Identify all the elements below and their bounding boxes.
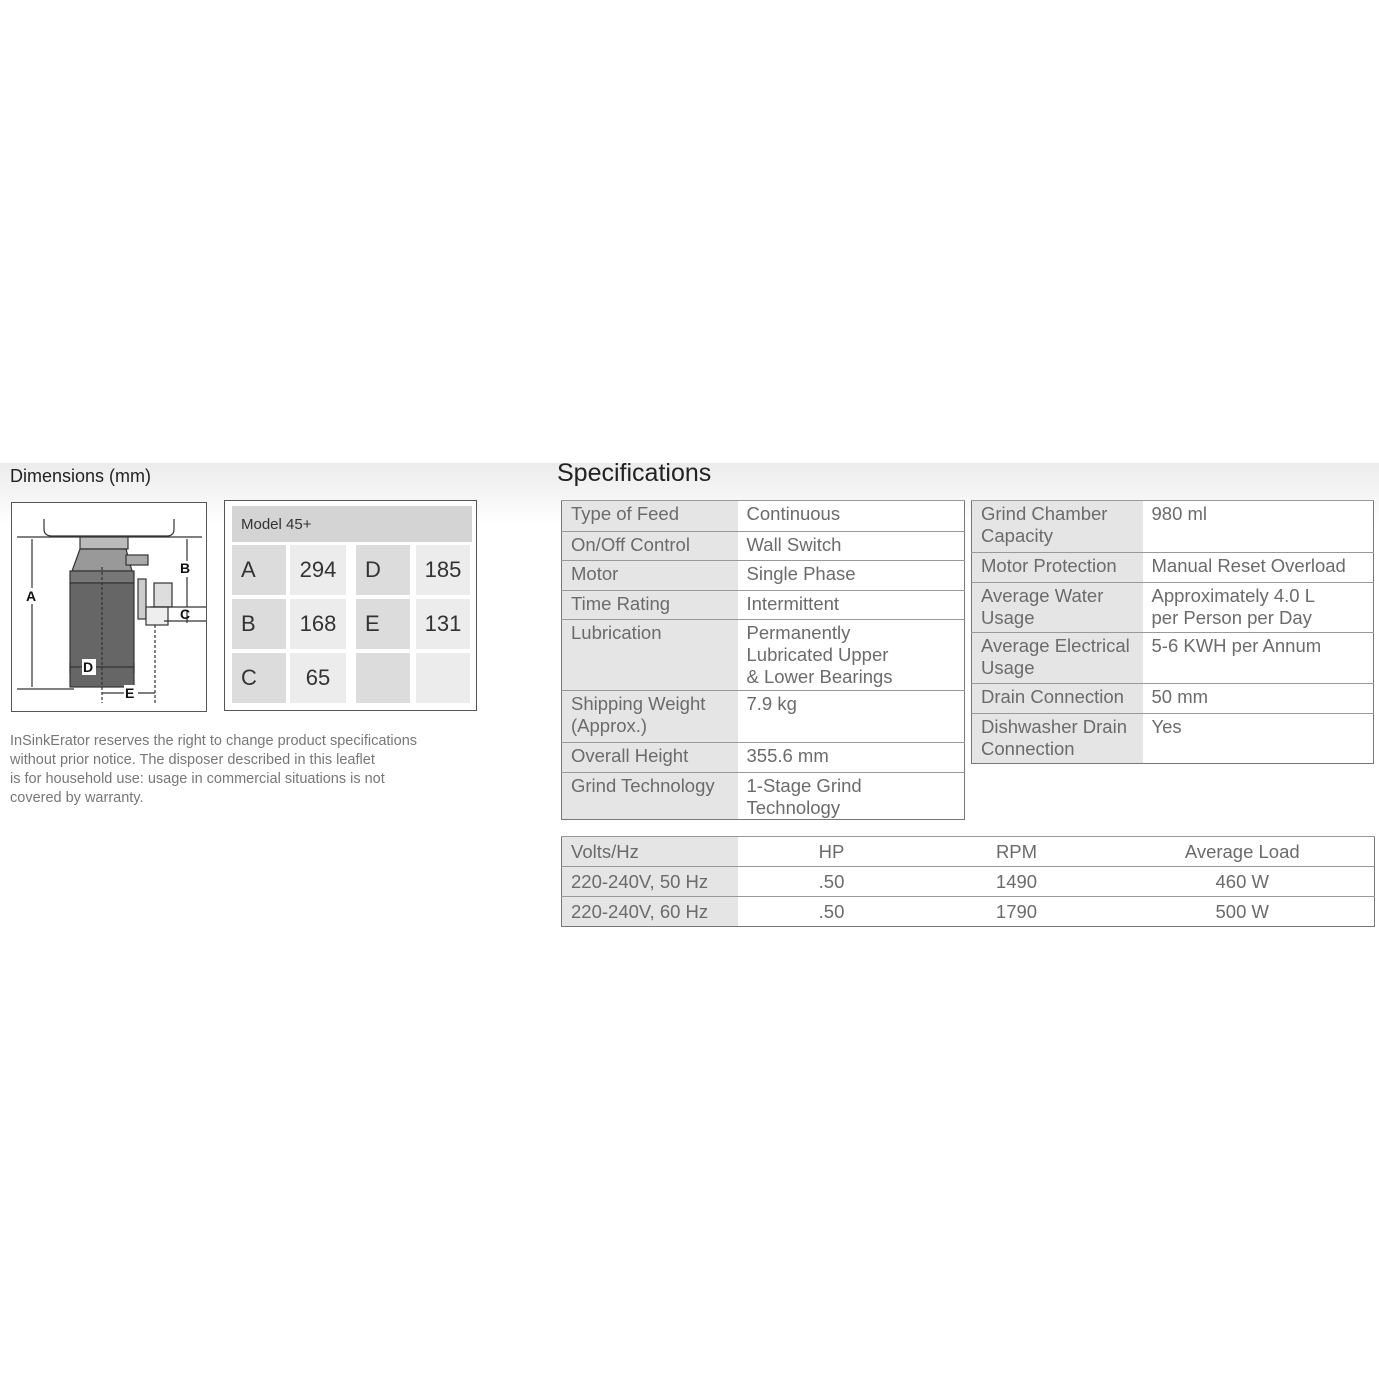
spec-label: Type of Feed [561, 500, 738, 532]
spec-label: Overall Height [561, 742, 738, 773]
spec-value: 5-6 KWH per Annum [1142, 632, 1374, 684]
diagram-label-c: C [180, 606, 190, 622]
dimension-letter: C [232, 653, 286, 703]
dimension-value: 294 [290, 545, 346, 595]
electrical-cell: 1490 [922, 866, 1108, 897]
spec-row: Lubrication Permanently Lubricated Upper … [561, 619, 965, 691]
specifications-table-right: Grind Chamber Capacity 980 ml Motor Protec… [971, 500, 1374, 764]
dimension-value: 185 [416, 545, 470, 595]
spec-value: Continuous [737, 500, 965, 532]
column-header: Average Load [1107, 836, 1375, 867]
specifications-table-left: Type of Feed Continuous On/Off Control Wall… [561, 500, 965, 820]
specifications-title: Specifications [557, 459, 712, 486]
column-header: RPM [922, 836, 1108, 867]
spec-row: Motor Protection Manual Reset Overload [971, 552, 1374, 583]
spec-label: Lubrication [561, 619, 738, 691]
spec-row: Grind Technology 1-Stage Grind Technology [561, 772, 965, 820]
spec-value: Wall Switch [737, 531, 965, 561]
diagram-label-b: B [180, 560, 190, 576]
spec-value: Approximately 4.0 L per Person per Day [1142, 582, 1374, 633]
dimension-letter: B [232, 599, 286, 649]
electrical-cell: .50 [737, 866, 923, 897]
spec-label: Motor Protection [971, 552, 1143, 583]
electrical-cell: 500 W [1107, 896, 1375, 927]
spec-label: Dishwasher Drain Connection [971, 713, 1143, 764]
electrical-cell: .50 [737, 896, 923, 927]
spec-value: 50 mm [1142, 683, 1374, 714]
spec-value: Manual Reset Overload [1142, 552, 1374, 583]
spec-label: Grind Technology [561, 772, 738, 820]
spec-value: 1-Stage Grind Technology [737, 772, 965, 820]
column-header: HP [737, 836, 923, 867]
spec-value: Intermittent [737, 590, 965, 620]
dimension-letter: D [356, 545, 410, 595]
spec-row: Motor Single Phase [561, 560, 965, 591]
electrical-table: Volts/Hz HP RPM Average Load 220-240V, 50 Hz… [561, 836, 1375, 927]
dimension-letter [356, 653, 410, 703]
spec-label: Drain Connection [971, 683, 1143, 714]
spec-row: Dishwasher Drain Connection Yes [971, 713, 1374, 764]
spec-label: Time Rating [561, 590, 738, 620]
disclaimer-text: InSinkErator reserves the right to chang… [10, 733, 418, 806]
spec-value: Single Phase [737, 560, 965, 591]
model-name: Model 45+ [232, 506, 472, 542]
electrical-row: 220-240V, 60 Hz .50 1790 500 W [561, 896, 1375, 927]
specifications-area: Type of Feed Continuous On/Off Control Wall… [561, 500, 1375, 927]
electrical-cell: 220-240V, 50 Hz [561, 866, 738, 897]
spec-row: On/Off Control Wall Switch [561, 531, 965, 561]
diagram-label-a: A [26, 588, 36, 604]
spec-label: On/Off Control [561, 531, 738, 561]
spec-row: Grind Chamber Capacity 980 ml [971, 500, 1374, 553]
spec-label: Grind Chamber Capacity [971, 500, 1143, 553]
diagram-label-d: D [83, 659, 93, 675]
spec-value: Yes [1142, 713, 1374, 764]
spec-row: Average Electrical Usage 5-6 KWH per Annu… [971, 632, 1374, 684]
spec-value: 980 ml [1142, 500, 1374, 553]
specifications-tables: Type of Feed Continuous On/Off Control Wall… [561, 500, 1374, 820]
spec-value: 7.9 kg [737, 690, 965, 743]
spec-row: Drain Connection 50 mm [971, 683, 1374, 714]
spec-row: Type of Feed Continuous [561, 500, 965, 532]
dimension-letter: A [232, 545, 286, 595]
spec-row: Shipping Weight (Approx.) 7.9 kg [561, 690, 965, 743]
spec-label: Average Electrical Usage [971, 632, 1143, 684]
spec-row: Overall Height 355.6 mm [561, 742, 965, 773]
spec-value: Permanently Lubricated Upper & Lower Bea… [737, 619, 965, 691]
electrical-row: 220-240V, 50 Hz .50 1490 460 W [561, 866, 1375, 897]
dimension-value: 168 [290, 599, 346, 649]
spec-row: Average Water Usage Approximately 4.0 L p… [971, 582, 1374, 633]
disposer-dimension-diagram: A B C D E [11, 502, 207, 712]
electrical-header-row: Volts/Hz HP RPM Average Load [561, 836, 1375, 867]
column-header: Volts/Hz [561, 836, 738, 867]
spec-value: 355.6 mm [737, 742, 965, 773]
spec-label: Shipping Weight (Approx.) [561, 690, 738, 743]
spec-label: Average Water Usage [971, 582, 1143, 633]
disposer-illustration: A B C D E [17, 519, 206, 703]
diagram-label-e: E [125, 685, 134, 701]
dimensions-table: Model 45+ A 294 D 185 B 168 E 131 C 65 [224, 500, 477, 711]
dimension-value [416, 653, 470, 703]
dimension-value: 65 [290, 653, 346, 703]
dimension-letter: E [356, 599, 410, 649]
electrical-cell: 1790 [922, 896, 1108, 927]
electrical-cell: 460 W [1107, 866, 1375, 897]
dimension-value: 131 [416, 599, 470, 649]
spec-label: Motor [561, 560, 738, 591]
dimensions-title: Dimensions (mm) [10, 466, 152, 486]
electrical-cell: 220-240V, 60 Hz [561, 896, 738, 927]
spec-row: Time Rating Intermittent [561, 590, 965, 620]
